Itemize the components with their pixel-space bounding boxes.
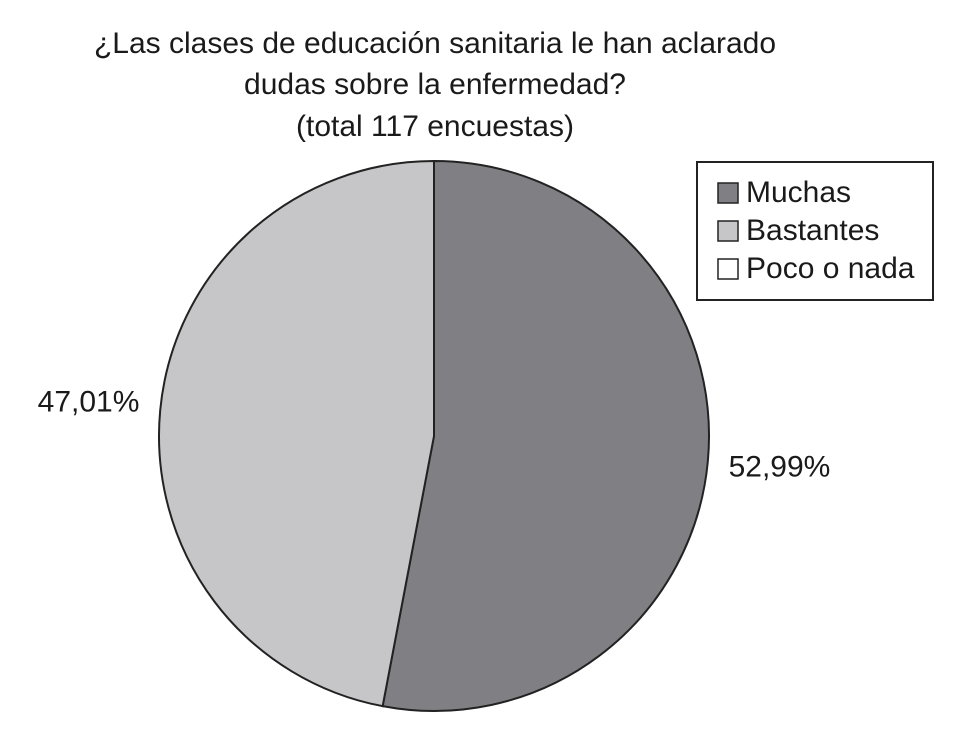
legend-label: Poco o nada	[746, 252, 915, 285]
data-label: 47,01%	[38, 385, 140, 418]
chart-title: ¿Las clases de educación sanitaria le ha…	[94, 27, 776, 60]
legend-swatch	[717, 220, 739, 242]
legend-label: Muchas	[746, 176, 851, 209]
legend-swatch	[717, 258, 739, 280]
legend-swatch	[717, 182, 739, 204]
data-label: 52,99%	[729, 450, 831, 483]
chart-title: (total 117 encuestas)	[296, 110, 574, 143]
pie-slice	[158, 159, 435, 708]
chart-title: dudas sobre la enfermedad?	[244, 68, 626, 101]
pie-slice	[381, 159, 710, 712]
legend-label: Bastantes	[746, 214, 879, 247]
